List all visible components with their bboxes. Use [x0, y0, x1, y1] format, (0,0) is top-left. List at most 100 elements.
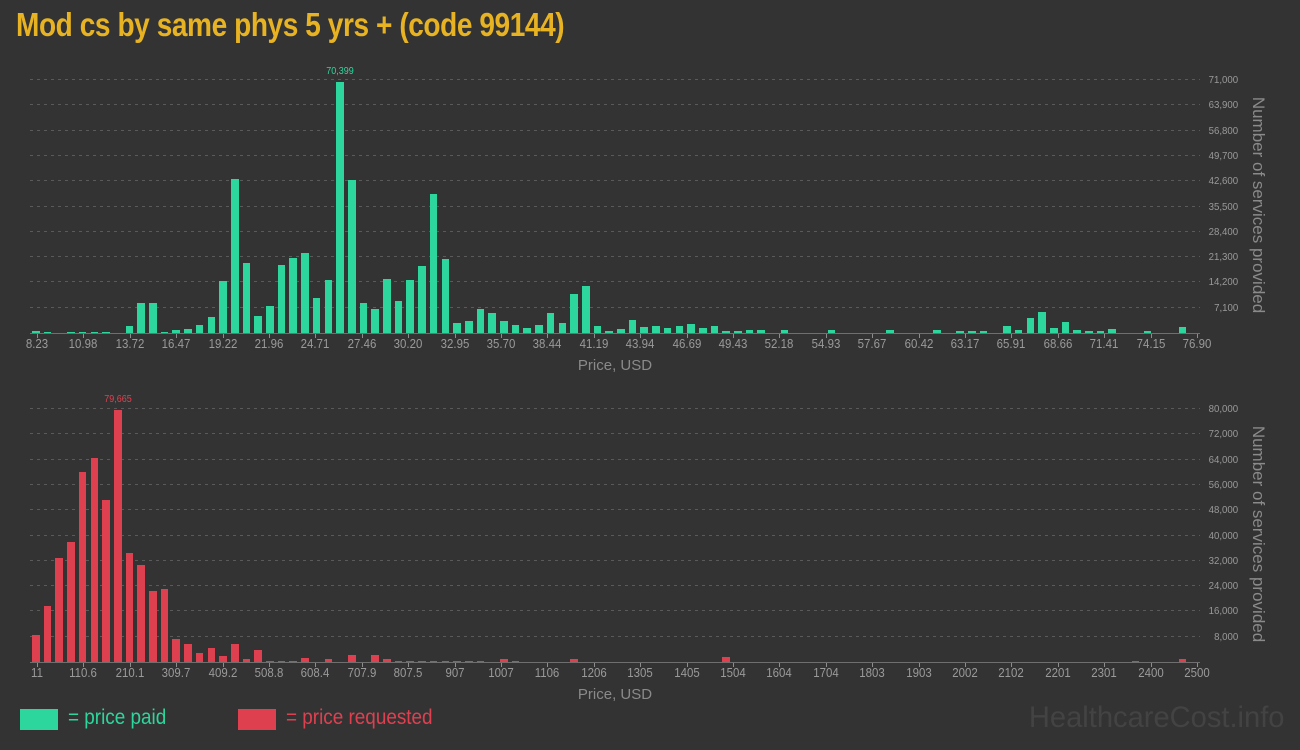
histogram-bar [979, 331, 988, 333]
gridline [30, 306, 1200, 308]
x-tick-label: 60.42 [904, 336, 933, 351]
x-tick-label: 807.5 [393, 665, 423, 680]
histogram-bar [710, 326, 719, 333]
histogram-bar [324, 280, 333, 333]
y-tick-label: 49,700 [1208, 149, 1238, 162]
histogram-bar [652, 326, 660, 333]
x-tick-label: 49.43 [718, 336, 748, 351]
y-tick-label: 80,000 [1208, 403, 1238, 415]
x-tick-label: 76.90 [1182, 336, 1212, 351]
histogram-bar [277, 661, 286, 662]
histogram-bar [932, 330, 941, 333]
x-tick-label: 19.22 [208, 336, 237, 351]
x-tick-mark [501, 663, 502, 667]
x-tick-label: 8.23 [25, 336, 49, 351]
histogram-bar [113, 410, 122, 662]
histogram-bar [745, 330, 754, 333]
x-tick-label: 11 [31, 665, 43, 680]
x-tick-mark [965, 663, 966, 667]
histogram-bar [43, 332, 52, 333]
histogram-bar [558, 323, 567, 333]
x-tick-label: 1903 [905, 665, 932, 680]
x-tick-mark [129, 663, 131, 667]
histogram-bar [67, 332, 75, 333]
x-tick-mark [640, 334, 642, 338]
histogram-bar [90, 332, 99, 333]
chart-price-paid: 70,399 7,100 14,200 21,300 28,400 35,500 42,6… [0, 66, 1300, 376]
x-tick-label: 65.91 [997, 336, 1026, 351]
x-tick-label: 30.20 [393, 336, 423, 351]
y-tick-label: 63,900 [1208, 99, 1238, 112]
x-tick-mark [361, 663, 363, 667]
y-tick-label: 14,200 [1208, 276, 1238, 289]
x-tick-mark [1197, 334, 1198, 338]
legend-swatch-price-requested [238, 709, 276, 730]
histogram-bar [371, 309, 379, 333]
histogram-bar [570, 294, 578, 333]
x-tick-label: 1007 [488, 665, 514, 680]
x-tick-mark [872, 663, 874, 667]
gridline [30, 534, 1200, 536]
x-tick-mark [733, 663, 734, 667]
gridline [30, 433, 1200, 435]
x-tick-label: 1704 [813, 665, 839, 680]
x-tick-label: 13.72 [115, 336, 145, 351]
x-tick-label: 1305 [627, 665, 653, 680]
histogram-bar [149, 303, 157, 333]
x-tick-mark [825, 334, 827, 338]
x-tick-mark [1011, 663, 1013, 667]
x-tick-mark [361, 334, 363, 338]
histogram-bar [125, 553, 134, 662]
x-tick-label: 32.95 [440, 336, 469, 351]
histogram-bar [968, 331, 976, 333]
x-tick-label: 907 [445, 665, 465, 680]
histogram-bar [675, 326, 684, 333]
x-tick-mark [129, 334, 131, 338]
histogram-bar [628, 320, 637, 333]
histogram-bar [406, 661, 415, 662]
histogram-bar [500, 321, 508, 333]
x-tick-label: 68.66 [1043, 336, 1073, 351]
x-tick-mark [83, 334, 85, 338]
x-tick-mark [269, 334, 270, 338]
histogram-bar [172, 330, 181, 333]
histogram-bar [301, 658, 309, 662]
histogram-bar [476, 661, 485, 662]
x-tick-label: 41.19 [579, 336, 609, 351]
histogram-bar [195, 653, 204, 662]
histogram-bar [780, 330, 789, 333]
x-tick-mark [640, 663, 642, 667]
x-tick-label: 608.4 [301, 665, 330, 680]
histogram-bar [500, 659, 508, 662]
histogram-bar [1178, 327, 1187, 333]
gridline [30, 585, 1200, 587]
x-tick-mark [872, 334, 874, 338]
x-tick-label: 1106 [535, 665, 560, 680]
x-tick-label: 16.47 [161, 336, 191, 351]
histogram-bar [956, 331, 964, 333]
histogram-bar [359, 303, 368, 333]
histogram-bar [698, 328, 707, 333]
gridline [30, 408, 1200, 409]
histogram-bar [277, 265, 286, 333]
x-tick-label: 1604 [766, 665, 793, 680]
histogram-bar [1049, 328, 1058, 333]
x-tick-label: 210.1 [115, 665, 145, 680]
y-tick-label: 64,000 [1208, 453, 1238, 466]
y-tick-label: 56,800 [1208, 124, 1238, 137]
x-tick-label: 1206 [581, 665, 607, 680]
legend-label-price-paid: = price paid [68, 706, 167, 729]
histogram-bar [184, 329, 192, 333]
peak-value-label: 70,399 [326, 66, 354, 78]
histogram-bar [1085, 331, 1093, 333]
x-tick-mark [222, 334, 224, 338]
x-tick-mark [269, 663, 270, 667]
x-tick-mark [222, 663, 224, 667]
histogram-bar [394, 661, 403, 662]
histogram-bar [394, 301, 403, 333]
x-tick-mark [1104, 663, 1106, 667]
histogram-bar [347, 655, 356, 662]
plot-area-price-requested: 79,665 [30, 394, 1200, 667]
x-tick-mark [547, 334, 549, 338]
peak-value-label: 79,665 [103, 394, 132, 406]
